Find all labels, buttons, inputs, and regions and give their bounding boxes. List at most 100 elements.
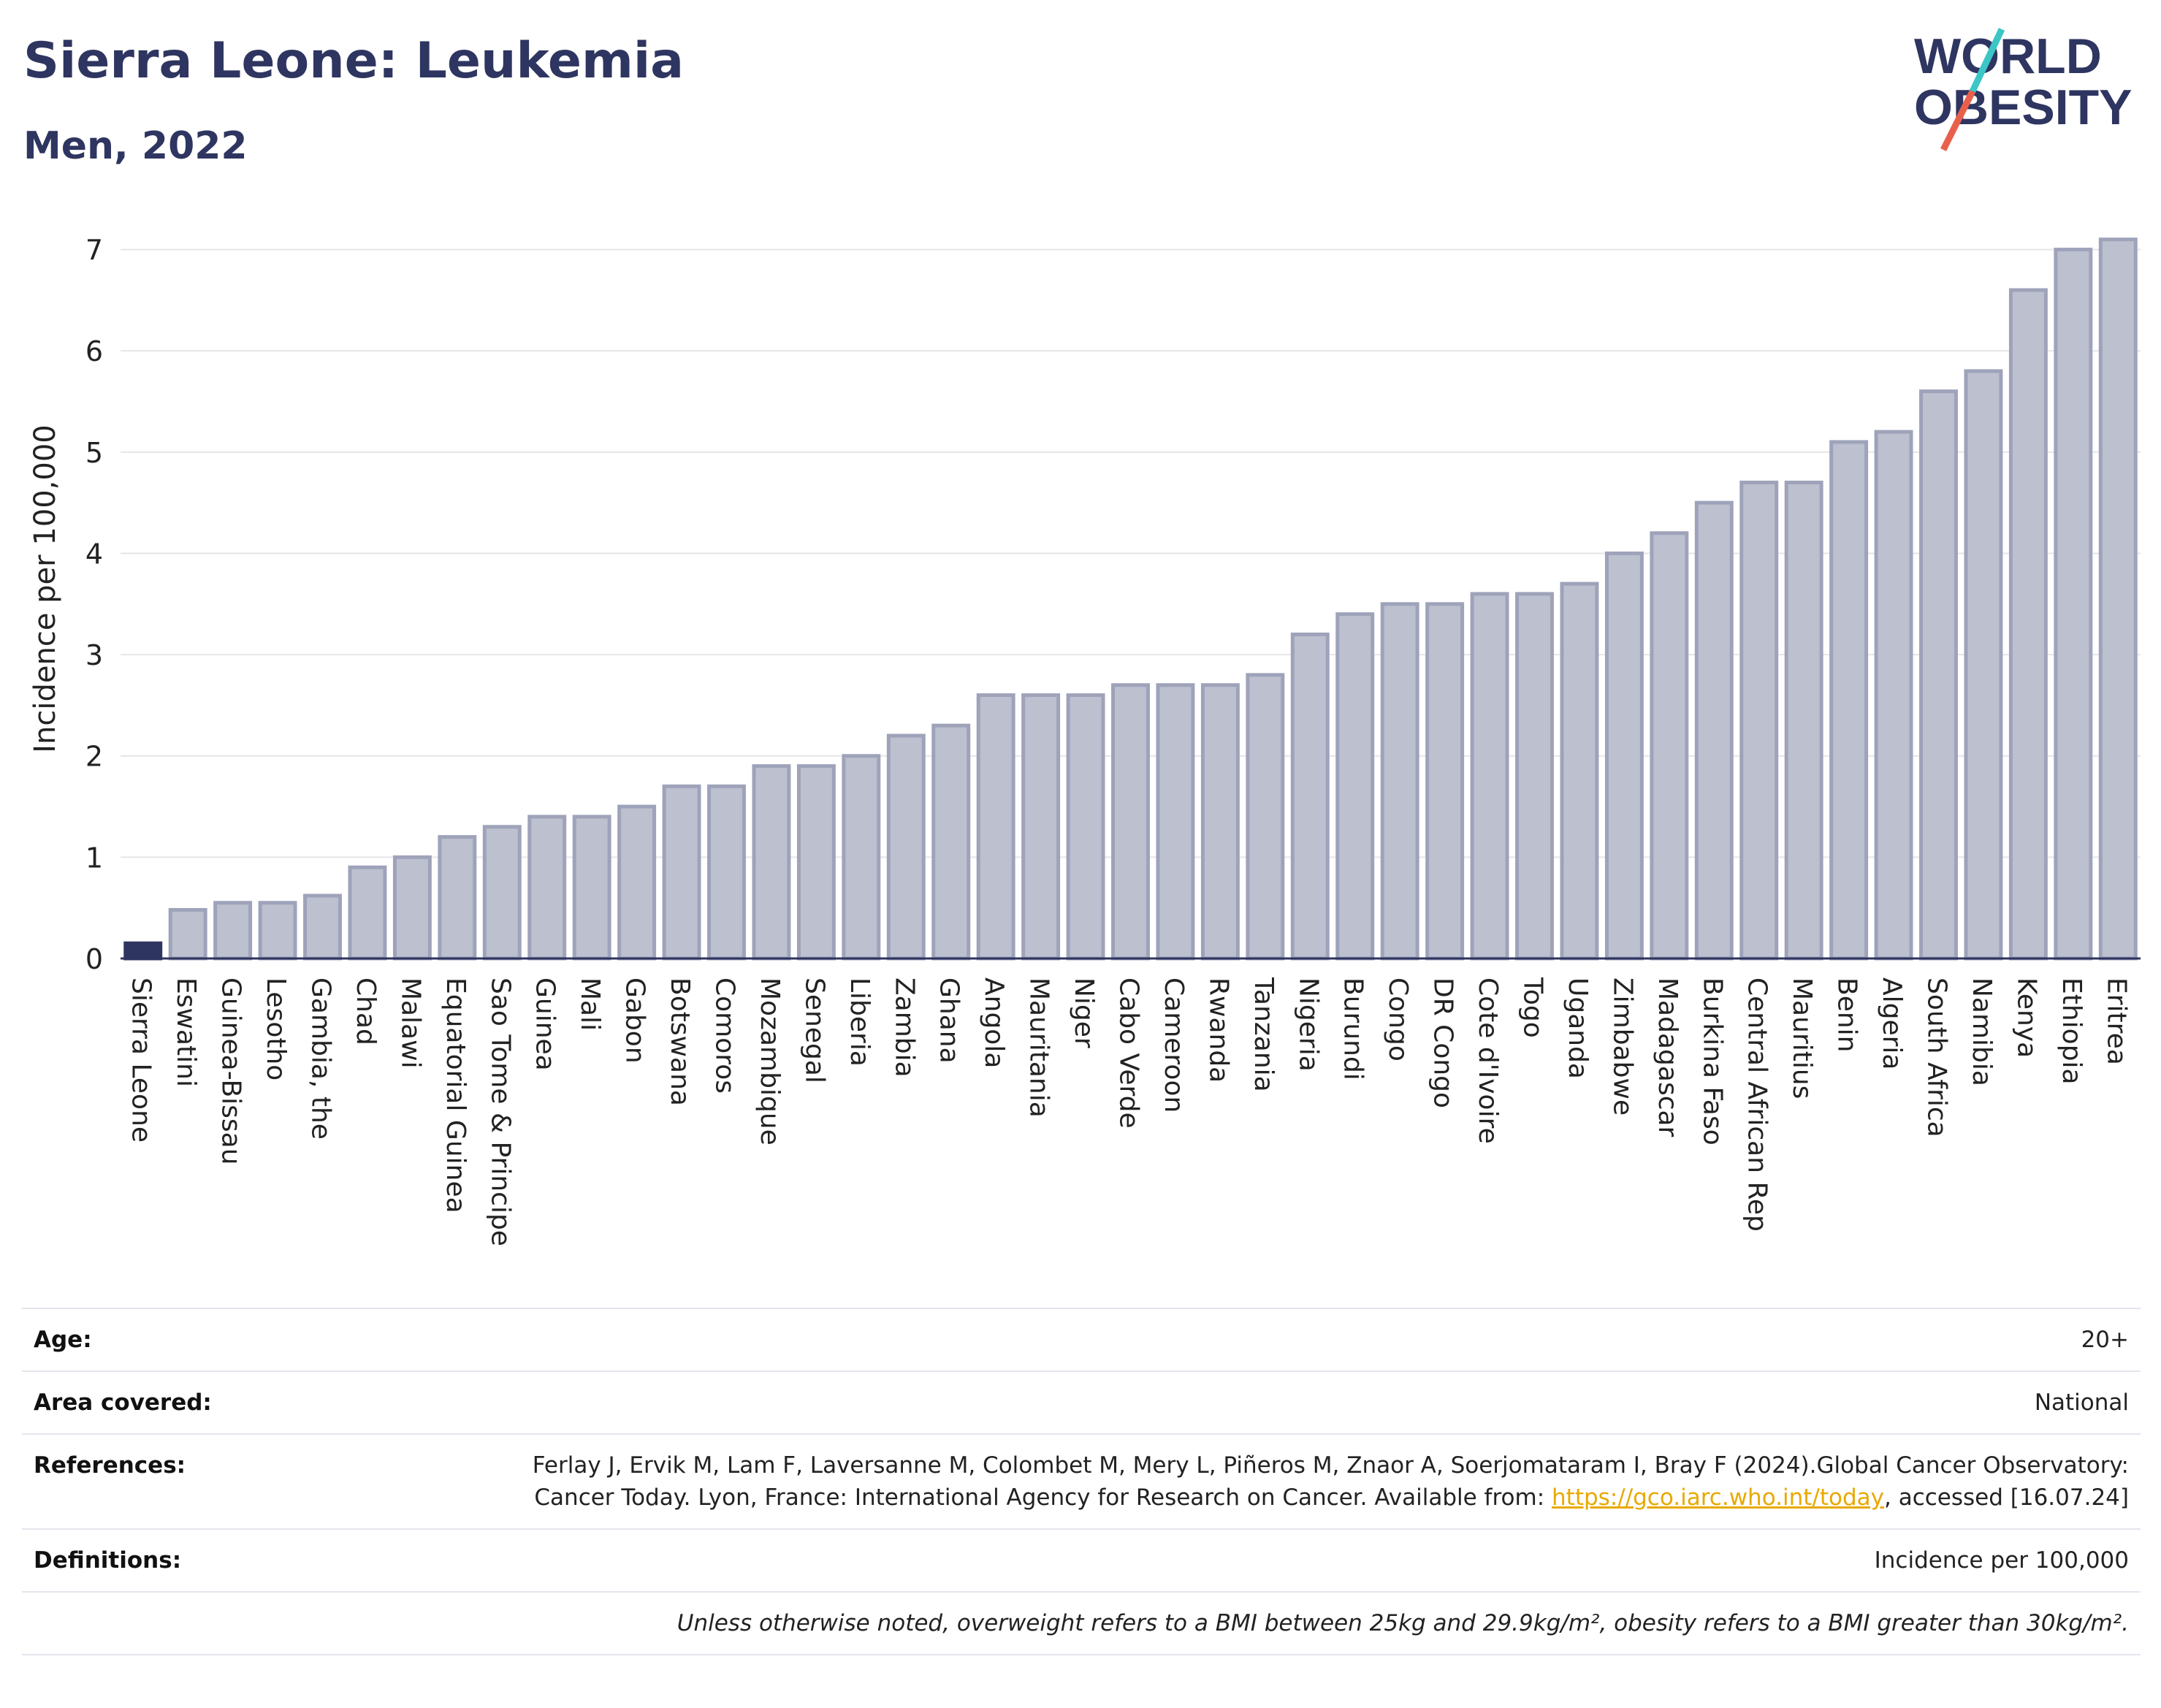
area-value: National xyxy=(2034,1389,2129,1416)
logo-text-world: WORLD xyxy=(1914,28,2102,84)
x-tick-label: Central African Rep xyxy=(1742,977,1772,1232)
bar xyxy=(1964,369,2003,961)
bar xyxy=(1380,602,1419,961)
x-tick-label: Rwanda xyxy=(1203,977,1233,1083)
x-tick-label: Comoros xyxy=(710,977,740,1094)
bars xyxy=(123,237,2138,961)
x-tick-label: Burkina Faso xyxy=(1697,977,1727,1145)
definitions-label: Definitions: xyxy=(34,1547,182,1574)
age-value: 20+ xyxy=(2081,1327,2129,1353)
x-axis-labels: Sierra Leone Eswatini Guinea-Bissau Lesotho… xyxy=(126,977,2132,1246)
bar xyxy=(1335,612,1375,961)
bar xyxy=(1829,440,1869,961)
bar xyxy=(1739,480,1779,961)
x-tick-label: Mozambique xyxy=(755,977,785,1145)
y-tick-label: 5 xyxy=(85,437,103,469)
bar xyxy=(662,784,701,961)
bar xyxy=(123,941,163,961)
x-tick-label: Senegal xyxy=(799,977,829,1083)
bar xyxy=(1066,693,1105,961)
x-tick-label: Gabon xyxy=(620,977,650,1064)
references-suffix: , accessed [16.07.24] xyxy=(1883,1484,2129,1511)
bar xyxy=(1650,531,1689,961)
bar xyxy=(1515,592,1554,961)
x-tick-label: Kenya xyxy=(2011,977,2041,1058)
x-tick-label: DR Congo xyxy=(1428,977,1458,1108)
meta-row-area: Area covered: National xyxy=(22,1370,2141,1433)
x-tick-label: Ethiopia xyxy=(2057,977,2086,1085)
x-tick-label: Chad xyxy=(351,977,381,1045)
x-tick-label: Malawi xyxy=(395,977,425,1069)
x-tick-label: Sao Tome & Principe xyxy=(485,977,515,1246)
bar xyxy=(842,754,881,961)
x-tick-label: Mali xyxy=(575,977,605,1031)
bar xyxy=(2008,288,2048,961)
bar xyxy=(1874,430,1913,961)
x-tick-label: Gambia, the xyxy=(306,977,336,1140)
x-tick-label: Liberia xyxy=(845,977,874,1067)
x-tick-label: Benin xyxy=(1832,977,1862,1052)
bar xyxy=(2054,248,2093,961)
bar xyxy=(1021,693,1061,961)
references-text: Ferlay J, Ervik M, Lam F, Laversanne M, … xyxy=(532,1452,2129,1511)
bar xyxy=(886,733,926,961)
bar xyxy=(617,804,657,961)
bar xyxy=(1156,683,1195,961)
bar xyxy=(2098,237,2138,961)
y-tick-label: 1 xyxy=(85,842,103,874)
bar xyxy=(438,835,477,961)
logo-slash-teal xyxy=(1969,28,2005,93)
bar xyxy=(707,784,746,961)
bar xyxy=(1200,683,1240,961)
bar xyxy=(168,907,207,961)
references-link[interactable]: https://gco.iarc.who.int/today xyxy=(1552,1484,1884,1511)
x-tick-label: Congo xyxy=(1383,977,1413,1061)
references-label: References: xyxy=(34,1452,186,1479)
bar xyxy=(258,901,297,961)
x-tick-label: Togo xyxy=(1518,977,1548,1038)
bar xyxy=(1919,389,1958,961)
x-tick-label: Eswatini xyxy=(171,977,201,1087)
area-label: Area covered: xyxy=(34,1389,212,1416)
bar xyxy=(1425,602,1465,961)
x-tick-label: Angola xyxy=(979,977,1009,1068)
x-tick-label: Uganda xyxy=(1563,977,1593,1079)
definitions-value: Incidence per 100,000 xyxy=(1874,1547,2129,1574)
bar xyxy=(213,901,253,961)
bmi-note: Unless otherwise noted, overweight refer… xyxy=(676,1610,2129,1636)
logo-text-obesity: OBESITY xyxy=(1914,80,2133,135)
meta-row-age: Age: 20+ xyxy=(22,1308,2141,1370)
bar xyxy=(931,723,971,961)
y-tick-label: 7 xyxy=(85,235,103,267)
x-tick-label: Madagascar xyxy=(1653,977,1682,1137)
x-tick-label: Eritrea xyxy=(2101,977,2131,1065)
bar xyxy=(572,815,611,961)
x-tick-label: Cabo Verde xyxy=(1114,977,1144,1129)
references-value: Ferlay J, Ervik M, Lam F, Laversanne M, … xyxy=(522,1449,2129,1514)
bar xyxy=(1470,592,1509,961)
bar xyxy=(527,815,567,961)
x-tick-label: Guinea-Bissau xyxy=(216,977,246,1165)
bar xyxy=(1694,500,1734,961)
x-tick-label: Botswana xyxy=(665,977,695,1106)
bar xyxy=(1111,683,1150,961)
y-tick-label: 2 xyxy=(85,741,103,773)
bar xyxy=(1290,632,1330,961)
logo-slash-coral xyxy=(1940,89,1976,152)
x-tick-label: Namibia xyxy=(1967,977,1997,1086)
bar xyxy=(1604,551,1644,961)
y-tick-label: 0 xyxy=(85,943,103,975)
x-tick-label: Burundi xyxy=(1338,977,1368,1080)
y-axis: 0 1 2 3 4 5 6 7 xyxy=(85,235,103,975)
chart-title: Sierra Leone: Leukemia xyxy=(23,32,685,90)
age-label: Age: xyxy=(34,1327,92,1353)
x-tick-label: Mauritania xyxy=(1024,977,1054,1118)
bar xyxy=(1560,582,1599,961)
x-tick-label: Nigeria xyxy=(1293,977,1323,1072)
x-tick-label: Cameroon xyxy=(1159,977,1189,1113)
x-tick-label: Lesotho xyxy=(261,977,291,1080)
x-tick-label: Zimbabwe xyxy=(1607,977,1637,1116)
bar xyxy=(303,893,342,961)
bar xyxy=(482,825,522,961)
y-axis-label: Incidence per 100,000 xyxy=(28,424,62,753)
